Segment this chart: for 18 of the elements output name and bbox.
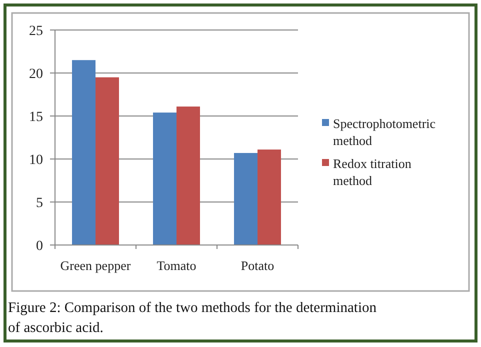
caption: Figure 2: Comparison of the two methods for the determination of ascorbic acid. <box>8 300 378 336</box>
legend-label: Spectrophotometric method <box>333 116 436 148</box>
y-tick-label: 5 <box>36 196 43 211</box>
bar <box>234 152 258 245</box>
y-tick-label: 20 <box>29 66 43 82</box>
y-tick-label: 10 <box>29 152 43 168</box>
legend-label: Redox titration method <box>333 156 412 188</box>
bar <box>72 60 96 245</box>
y-tick-label: 15 <box>29 110 43 125</box>
y-tick-label: 0 <box>36 238 43 254</box>
x-tick-label: Tomato <box>156 258 196 273</box>
bar <box>258 150 281 245</box>
bar <box>96 77 119 245</box>
y-tick-label: 25 <box>29 24 43 39</box>
x-tick-label: Green pepper <box>60 258 132 273</box>
bar <box>176 106 200 245</box>
bar <box>153 112 176 245</box>
x-tick-label: Potato <box>240 258 274 273</box>
